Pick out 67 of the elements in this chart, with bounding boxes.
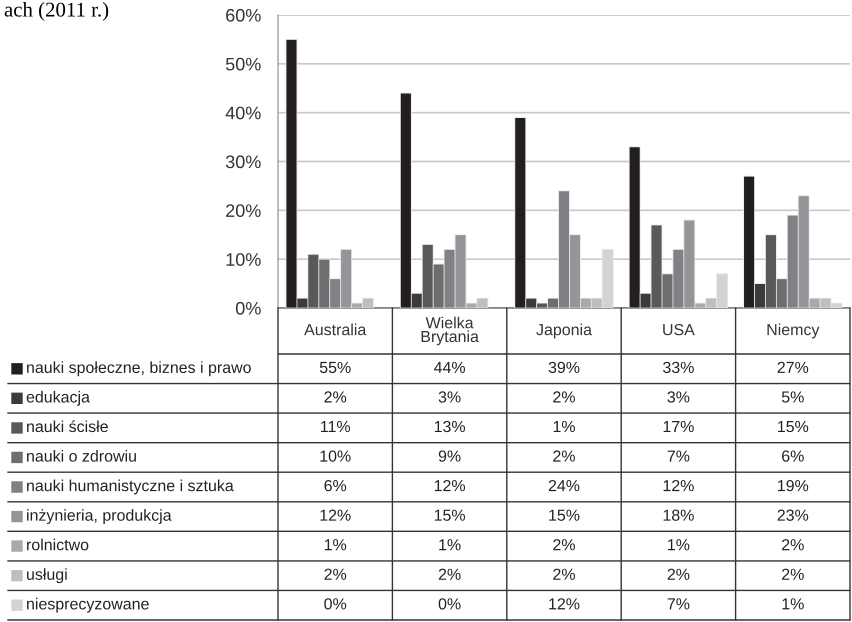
x-tick-label: Japonia bbox=[536, 324, 592, 338]
data-label: 2% bbox=[668, 568, 690, 580]
data-label: 1% bbox=[554, 420, 575, 432]
y-tick-label: 60% bbox=[226, 8, 261, 22]
data-label: 15% bbox=[778, 420, 808, 432]
legend-label: niesprecyzowane bbox=[27, 598, 149, 613]
data-label: 2% bbox=[324, 391, 346, 403]
data-label: 15% bbox=[549, 510, 580, 521]
data-label: 6% bbox=[782, 450, 804, 462]
data-label: 7% bbox=[668, 450, 690, 462]
data-label: 39% bbox=[548, 362, 580, 374]
y-tick-label: 20% bbox=[226, 204, 261, 218]
data-label: 0% bbox=[324, 598, 346, 610]
x-tick-label: USA bbox=[663, 324, 695, 336]
y-tick-label: 0% bbox=[236, 302, 261, 315]
data-label: 1% bbox=[782, 598, 804, 610]
data-label: 2% bbox=[438, 568, 461, 580]
y-tick-label: 40% bbox=[226, 106, 261, 120]
y-tick-label: 30% bbox=[226, 155, 261, 168]
y-tick-label: 10% bbox=[226, 253, 261, 266]
data-label: 15% bbox=[434, 510, 466, 521]
data-label: 12% bbox=[549, 598, 580, 610]
data-label: 24% bbox=[548, 480, 580, 492]
data-label: 2% bbox=[553, 539, 575, 550]
data-label: 1% bbox=[439, 539, 461, 550]
data-label: 44% bbox=[434, 362, 466, 374]
data-label: 2% bbox=[782, 568, 804, 580]
x-tick-label: Australia bbox=[304, 324, 366, 336]
legend-label: rolnictwo bbox=[27, 538, 88, 550]
y-tick-label: 50% bbox=[226, 58, 261, 71]
x-tick-label: Niemcy bbox=[767, 324, 820, 338]
data-label: 9% bbox=[438, 450, 461, 462]
data-label: 12% bbox=[434, 480, 466, 492]
data-label: 3% bbox=[438, 391, 461, 403]
x-tick-label: Wielka Brytania bbox=[422, 316, 479, 346]
data-label: 6% bbox=[324, 480, 346, 492]
data-label: 17% bbox=[664, 420, 694, 432]
data-label: 33% bbox=[663, 362, 694, 374]
data-label: 7% bbox=[668, 598, 690, 610]
data-label: 10% bbox=[320, 450, 351, 462]
legend-label: nauki humanistyczne i sztuka bbox=[27, 480, 234, 494]
data-label: 18% bbox=[664, 510, 694, 521]
data-label: 2% bbox=[553, 391, 575, 403]
data-label: 13% bbox=[434, 420, 466, 432]
data-label: 11% bbox=[321, 420, 350, 432]
data-label: 23% bbox=[778, 510, 808, 521]
legend-label: inżynieria, produkcja bbox=[27, 509, 172, 524]
legend-label: usługi bbox=[27, 568, 67, 584]
legend-label: nauki ścisłe bbox=[27, 420, 108, 432]
data-label: 5% bbox=[782, 391, 804, 403]
data-label: 19% bbox=[778, 480, 808, 492]
data-label: 2% bbox=[553, 450, 575, 462]
data-label: 12% bbox=[320, 510, 351, 521]
data-label: 1% bbox=[324, 539, 346, 550]
data-label: 2% bbox=[324, 568, 346, 580]
legend-label: nauki o zdrowiu bbox=[27, 450, 136, 462]
data-label: 27% bbox=[778, 362, 808, 374]
data-label: 0% bbox=[438, 598, 461, 610]
data-label: 2% bbox=[782, 539, 804, 550]
data-label: 3% bbox=[667, 391, 690, 403]
data-label: 1% bbox=[668, 539, 690, 550]
text: ach (2011 r.) bbox=[4, 2, 108, 21]
data-label: 12% bbox=[664, 480, 694, 492]
data-label: 2% bbox=[553, 568, 575, 580]
legend-label: edukacja bbox=[26, 390, 90, 406]
data-label: 55% bbox=[320, 362, 351, 374]
legend-label: nauki społeczne, biznes i prawo bbox=[27, 361, 251, 376]
